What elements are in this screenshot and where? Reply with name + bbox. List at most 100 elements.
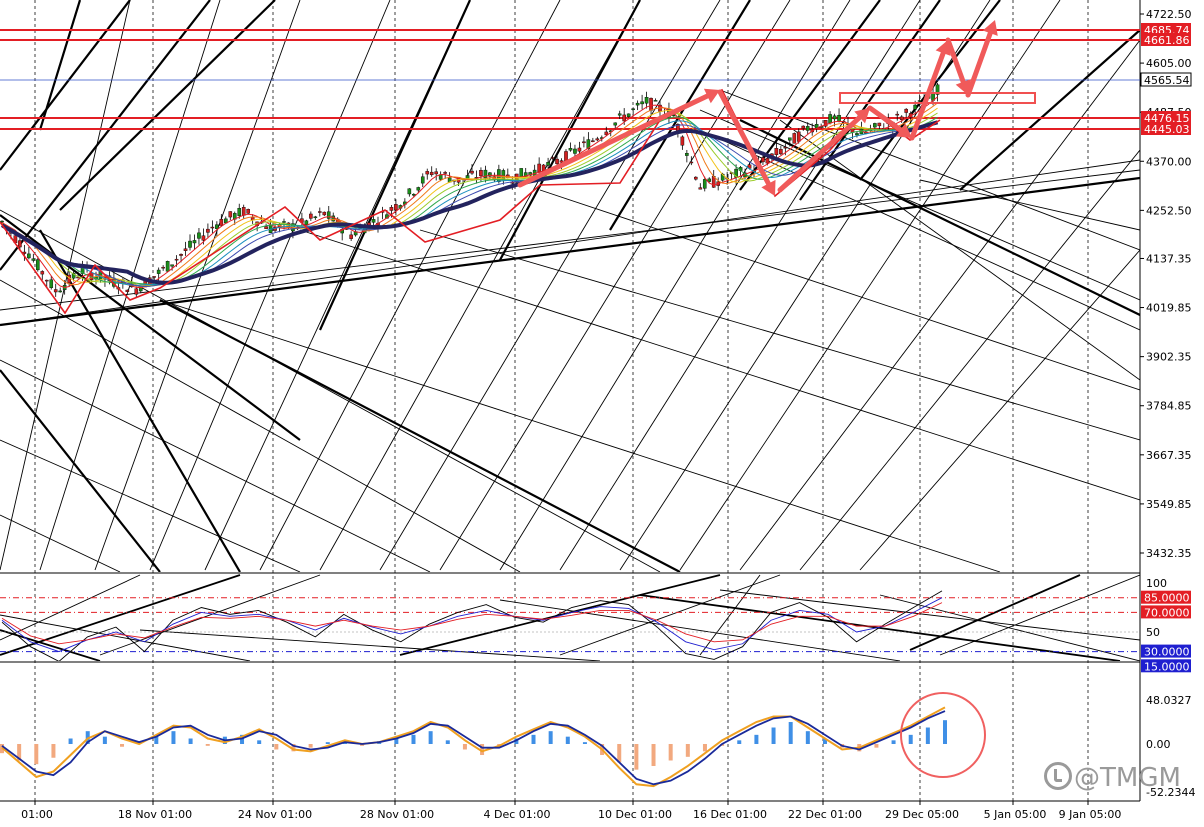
candle-body [577, 147, 582, 152]
candle-body [873, 123, 877, 128]
candle-body [27, 253, 31, 259]
oscillator-badge-label: 15.0000 [1144, 660, 1190, 673]
time-tick-label: 10 Dec 01:00 [598, 808, 672, 821]
candle-body [837, 115, 841, 122]
time-tick-label: 29 Dec 05:00 [885, 808, 959, 821]
candle-body [698, 187, 703, 190]
macd-panel [0, 692, 986, 788]
oscillator-channel-line [399, 574, 721, 656]
price-badge [1141, 122, 1191, 135]
arrow-head [761, 179, 776, 196]
macd-tick-label: -52.2344 [1146, 786, 1195, 799]
candle-body [904, 108, 908, 113]
oscillator-badge-label: 30.0000 [1144, 646, 1190, 659]
oscillator-line [1, 590, 943, 661]
oscillator-badge [1141, 644, 1191, 658]
projection-arrow [965, 20, 998, 98]
oscillator-badge-label: 70.0000 [1144, 606, 1190, 619]
main-panel [0, 0, 1140, 572]
price-tick-label: 3902.35 [1146, 351, 1192, 364]
gann-line [739, 39, 1140, 571]
tmgm-logo-icon [1044, 762, 1072, 790]
macd-histogram-bar [874, 744, 879, 748]
candle-body [49, 279, 54, 288]
gann-line [439, 0, 791, 571]
trend-line [0, 369, 161, 572]
time-axis: 01:00 18 Nov 01:00 24 Nov 01:00 28 Nov 01:0… [21, 801, 1121, 821]
macd-histogram-bar [394, 738, 399, 744]
candle-body [559, 160, 564, 163]
candle-body [792, 133, 797, 144]
candle-body [801, 125, 806, 129]
price-badge-label: 4661.86 [1144, 34, 1190, 47]
gann-line [719, 89, 1140, 251]
candle-body [573, 148, 577, 154]
projection-arrow [945, 37, 971, 95]
macd-histogram-bar [51, 744, 56, 758]
candle-body [264, 226, 268, 229]
macd-histogram-bar [685, 744, 690, 757]
projection-arrow [717, 89, 776, 196]
macd-histogram-bar [668, 744, 673, 761]
oscillator-channel-line [719, 589, 1140, 641]
macd-histogram-bar [737, 740, 742, 744]
gann-line [679, 0, 1061, 571]
candle-body [371, 219, 376, 223]
candle-body [537, 163, 541, 173]
candle-body [707, 178, 712, 182]
candle-body [783, 146, 788, 149]
candle-body [568, 148, 573, 151]
gann-line [779, 119, 1140, 381]
candle-body [44, 279, 49, 282]
gann-line [0, 514, 121, 572]
candle-body [188, 240, 192, 248]
candle-body [635, 102, 640, 106]
time-tick-label: 18 Nov 01:00 [118, 808, 192, 821]
arrow-shaft [517, 93, 710, 188]
candle-body [805, 126, 810, 131]
gann-line [539, 189, 1140, 391]
candle-body [174, 258, 179, 261]
price-badge [1141, 111, 1191, 124]
gann-line [0, 359, 431, 572]
candle-body [917, 100, 922, 102]
price-tick-label: 4137.35 [1146, 252, 1192, 265]
candle-body [165, 261, 170, 272]
macd-histogram-bar [274, 744, 279, 750]
time-tick-label: 24 Nov 01:00 [238, 808, 312, 821]
arrow-head [854, 108, 870, 124]
candle-body [58, 290, 62, 293]
candle-body [241, 207, 246, 216]
oscillator-badge-label: 85.0000 [1144, 592, 1190, 605]
price-tick-label: 4252.50 [1146, 204, 1192, 217]
candle-body [210, 226, 215, 229]
tmgm-watermark: @TMGM [1044, 762, 1181, 793]
candle-body [470, 170, 474, 174]
gann-line [0, 439, 301, 572]
candle-body [237, 208, 242, 216]
candle-body [702, 179, 707, 189]
macd-histogram-bar [291, 744, 296, 752]
candle-body [416, 187, 421, 191]
candle-body [420, 176, 425, 184]
candle-body [761, 157, 765, 163]
candle-body [680, 136, 685, 146]
projection-arrow [517, 88, 720, 188]
candle-body [613, 122, 618, 126]
macd-histogram-bar [102, 736, 107, 744]
candle-body [788, 137, 792, 141]
macd-histogram-bar [428, 731, 433, 744]
vertical-gridlines [34, 0, 1089, 801]
candle-body [197, 232, 201, 239]
macd-histogram-bar [411, 734, 416, 744]
macd-axis: 48.0327 0.00 -52.2344 [1146, 694, 1195, 799]
candle-body [309, 213, 313, 219]
gann-line [0, 159, 1140, 326]
candle-body [192, 240, 197, 244]
gann-line [859, 249, 1140, 571]
candle-body [425, 171, 430, 175]
candle-body [246, 209, 250, 214]
macd-histogram-bar [480, 744, 485, 755]
